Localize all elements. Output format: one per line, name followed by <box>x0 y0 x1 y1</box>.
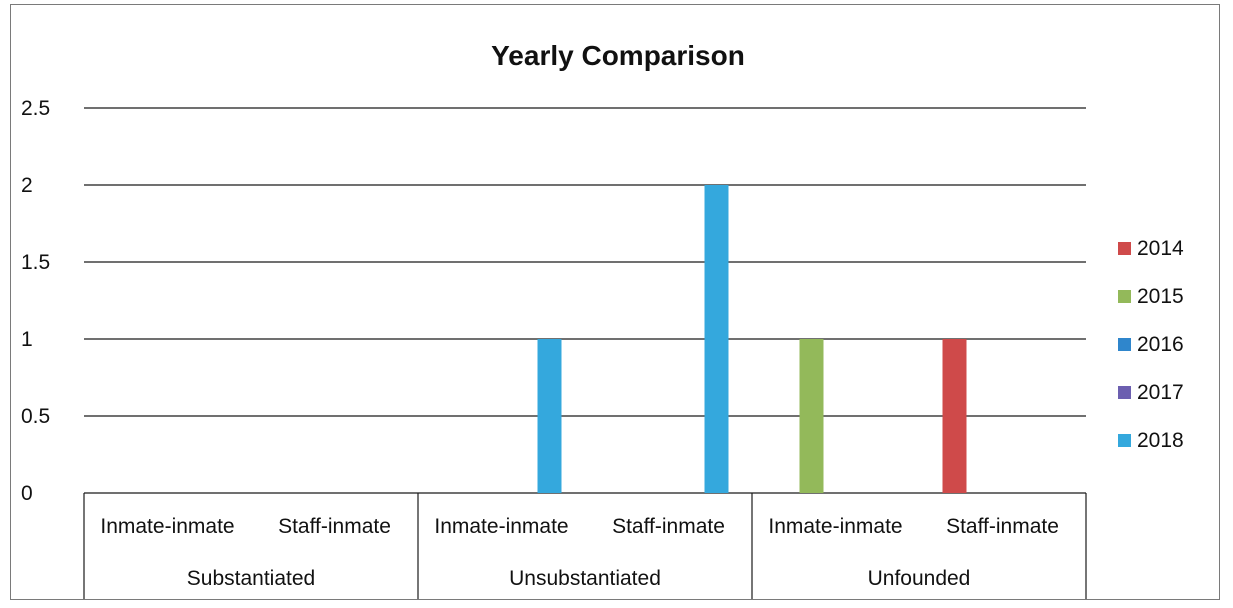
chart-title: Yearly Comparison <box>491 40 745 71</box>
legend-swatch <box>1118 434 1131 447</box>
x-group-label: Substantiated <box>187 567 315 590</box>
bars <box>537 185 967 493</box>
y-tick-label: 0 <box>21 482 33 505</box>
x-category-label: Inmate-inmate <box>434 515 568 538</box>
legend: 2014 2015 2016 2017 2018 <box>1118 237 1184 452</box>
bar-chart: Yearly Comparison 0 0.5 1 1.5 2 2.5 Inmate-in… <box>21 40 1184 599</box>
y-tick-label: 1.5 <box>21 251 50 274</box>
y-axis-ticks: 0 0.5 1 1.5 2 2.5 <box>21 97 50 505</box>
x-axis: Inmate-inmate Staff-inmate Inmate-inmate St… <box>83 493 1087 599</box>
legend-label: 2018 <box>1137 429 1184 452</box>
x-category-label: Inmate-inmate <box>768 515 902 538</box>
y-tick-label: 2 <box>21 174 33 197</box>
x-category-label: Inmate-inmate <box>100 515 234 538</box>
bar-2014 <box>942 339 967 493</box>
bar-2018 <box>704 185 729 493</box>
legend-swatch <box>1118 338 1131 351</box>
legend-label: 2015 <box>1137 285 1184 308</box>
y-tick-label: 1 <box>21 328 33 351</box>
legend-label: 2014 <box>1137 237 1184 260</box>
y-tick-label: 0.5 <box>21 405 50 428</box>
chart-frame: Yearly Comparison 0 0.5 1 1.5 2 2.5 Inmate-in… <box>10 4 1220 600</box>
x-category-label: Staff-inmate <box>278 515 391 538</box>
legend-label: 2017 <box>1137 381 1184 404</box>
x-category-label: Staff-inmate <box>946 515 1059 538</box>
legend-swatch <box>1118 290 1131 303</box>
x-group-label: Unfounded <box>868 567 971 590</box>
bar-2018 <box>537 339 562 493</box>
x-group-label: Unsubstantiated <box>509 567 661 590</box>
legend-label: 2016 <box>1137 333 1184 356</box>
x-category-label: Staff-inmate <box>612 515 725 538</box>
legend-swatch <box>1118 386 1131 399</box>
legend-swatch <box>1118 242 1131 255</box>
bar-2015 <box>799 339 824 493</box>
y-tick-label: 2.5 <box>21 97 50 120</box>
gridlines <box>84 107 1086 494</box>
